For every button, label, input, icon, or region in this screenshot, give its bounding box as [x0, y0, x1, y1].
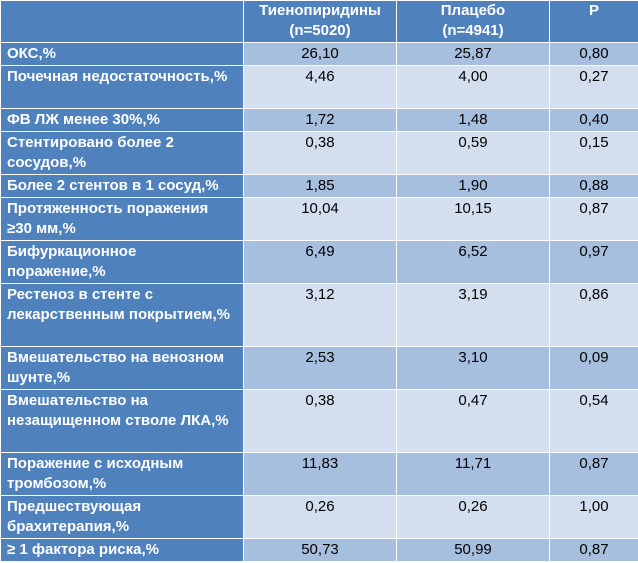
row-label: ОКС,%	[0, 42, 244, 66]
thienopyridines-value: 3,12	[243, 283, 397, 347]
table-row: Более 2 стентов в 1 сосуд,% 1,85 1,90 0,88	[0, 174, 638, 198]
placebo-value: 25,87	[396, 42, 550, 66]
thienopyridines-value: 26,10	[243, 42, 397, 66]
thienopyridines-value: 11,83	[243, 452, 397, 496]
thienopyridines-value: 2,53	[243, 346, 397, 390]
p-value: 0,09	[549, 346, 638, 390]
placebo-value: 3,19	[396, 283, 550, 347]
row-label: ФВ ЛЖ менее 30%,%	[0, 108, 244, 132]
table-row: Почечная недостаточность,% 4,46 4,00 0,27	[0, 65, 638, 109]
placebo-value: 4,00	[396, 65, 550, 109]
p-value: 0,88	[549, 174, 638, 198]
thienopyridines-value: 10,04	[243, 197, 397, 241]
placebo-value: 50,99	[396, 538, 550, 562]
thienopyridines-value: 0,38	[243, 131, 397, 175]
table-row: Протяженность поражения ≥30 мм,% 10,04 10,…	[0, 197, 638, 241]
table-row: Предшествующая брахитерапия,% 0,26 0,26 1,0…	[0, 495, 638, 539]
placebo-value: 10,15	[396, 197, 550, 241]
p-value: 0,15	[549, 131, 638, 175]
table-row: ОКС,% 26,10 25,87 0,80	[0, 42, 638, 66]
placebo-value: 11,71	[396, 452, 550, 496]
table-row: Стентировано более 2 сосудов,% 0,38 0,59 0,…	[0, 131, 638, 175]
table-row: Бифуркационное поражение,% 6,49 6,52 0,97	[0, 240, 638, 284]
row-label: Стентировано более 2 сосудов,%	[0, 131, 244, 175]
header-p-value: P	[549, 0, 638, 43]
p-value: 0,87	[549, 452, 638, 496]
thienopyridines-value: 0,26	[243, 495, 397, 539]
table-row: Вмешательство на незащищенном стволе ЛКА…	[0, 389, 638, 453]
placebo-value: 0,59	[396, 131, 550, 175]
header-row: Тиенопиридины (n=5020) Плацебо (n=4941) …	[0, 0, 638, 43]
thienopyridines-value: 1,72	[243, 108, 397, 132]
p-value: 0,87	[549, 197, 638, 241]
header-thienopyridines: Тиенопиридины (n=5020)	[243, 0, 397, 43]
p-value: 0,40	[549, 108, 638, 132]
table-row: Рестеноз в стенте с лекарственным покрыт…	[0, 283, 638, 347]
placebo-value: 6,52	[396, 240, 550, 284]
table-row: ФВ ЛЖ менее 30%,% 1,72 1,48 0,40	[0, 108, 638, 132]
placebo-value: 3,10	[396, 346, 550, 390]
thienopyridines-value: 0,38	[243, 389, 397, 453]
p-value: 0,86	[549, 283, 638, 347]
p-value: 0,54	[549, 389, 638, 453]
row-label: ≥ 1 фактора риска,%	[0, 538, 244, 562]
row-label: Предшествующая брахитерапия,%	[0, 495, 244, 539]
row-label: Более 2 стентов в 1 сосуд,%	[0, 174, 244, 198]
row-label: Поражение с исходным тромбозом,%	[0, 452, 244, 496]
placebo-value: 1,48	[396, 108, 550, 132]
row-label: Вмешательство на венозном шунте,%	[0, 346, 244, 390]
row-label: Почечная недостаточность,%	[0, 65, 244, 109]
placebo-value: 0,47	[396, 389, 550, 453]
row-label: Рестеноз в стенте с лекарственным покрыт…	[0, 283, 244, 347]
table-row: ≥ 1 фактора риска,% 50,73 50,99 0,87	[0, 538, 638, 562]
p-value: 0,27	[549, 65, 638, 109]
row-label: Вмешательство на незащищенном стволе ЛКА…	[0, 389, 244, 453]
row-label: Бифуркационное поражение,%	[0, 240, 244, 284]
table-body: ОКС,% 26,10 25,87 0,80 Почечная недостаточно…	[0, 42, 638, 562]
header-corner	[0, 0, 244, 43]
placebo-value: 0,26	[396, 495, 550, 539]
thienopyridines-value: 4,46	[243, 65, 397, 109]
p-value: 0,87	[549, 538, 638, 562]
thienopyridines-value: 6,49	[243, 240, 397, 284]
table-row: Вмешательство на венозном шунте,% 2,53 3,1…	[0, 346, 638, 390]
p-value: 1,00	[549, 495, 638, 539]
table-row: Поражение с исходным тромбозом,% 11,83 11,…	[0, 452, 638, 496]
thienopyridines-value: 1,85	[243, 174, 397, 198]
p-value: 0,80	[549, 42, 638, 66]
thienopyridines-value: 50,73	[243, 538, 397, 562]
row-label: Протяженность поражения ≥30 мм,%	[0, 197, 244, 241]
header-placebo: Плацебо (n=4941)	[396, 0, 550, 43]
placebo-value: 1,90	[396, 174, 550, 198]
p-value: 0,97	[549, 240, 638, 284]
